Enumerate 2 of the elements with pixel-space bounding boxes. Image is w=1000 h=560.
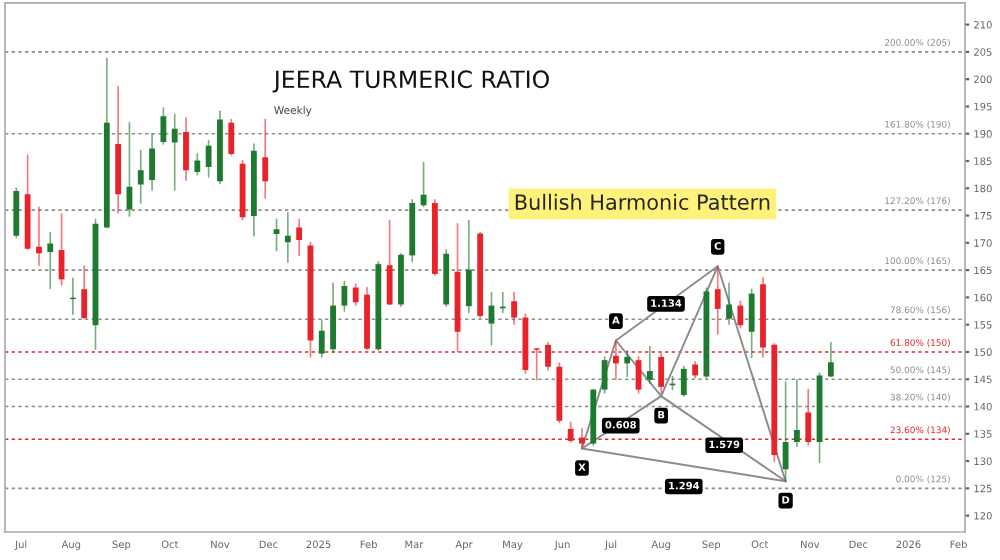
text: JEERA TURMERIC RATIO	[272, 70, 549, 93]
annotation: Bullish Harmonic Pattern	[515, 193, 770, 210]
